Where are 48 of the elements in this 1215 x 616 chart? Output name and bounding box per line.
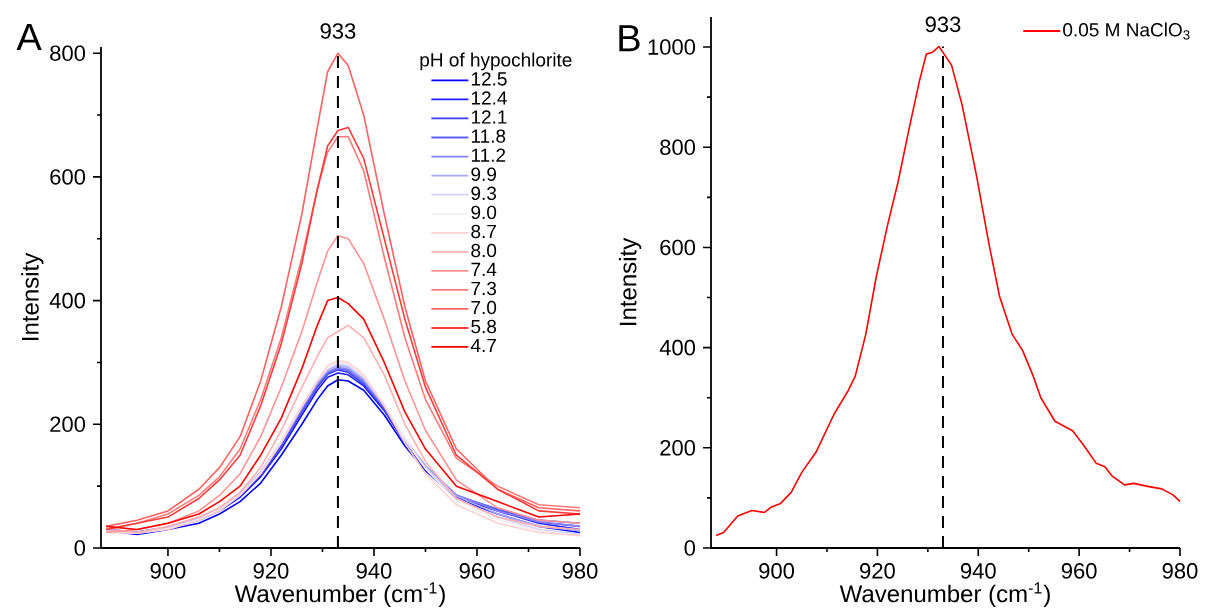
text: B: [619, 25, 640, 52]
legend-label: 7.3: [471, 281, 497, 296]
y-tick-label: 400: [659, 339, 696, 356]
legend-label: 12.1: [471, 110, 507, 124]
legend-label: 11.8: [471, 129, 506, 143]
y-tick-label: 600: [50, 169, 86, 185]
y-tick-label: 800: [50, 45, 86, 61]
x-axis-title: Wavenumber (cm$^{-1}$): [839, 582, 1050, 608]
legend-label: 0.05 M NaClO$_{3}$: [1063, 22, 1190, 40]
y-axis-title: Intensity: [21, 252, 44, 340]
legend-label: 9.0: [471, 205, 497, 220]
legend-title: pH of hypochlorite: [420, 52, 572, 71]
y-tick-label: 600: [660, 239, 696, 256]
legend-label: 4.7: [470, 338, 496, 352]
legend-label: 8.7: [471, 224, 496, 239]
x-tick-label: 940: [356, 563, 392, 579]
legend-label: 8.0: [471, 243, 497, 258]
line-series: [105, 52, 581, 528]
y-tick-label: 0: [684, 540, 696, 556]
text: A: [16, 23, 42, 51]
y-axis-title: Intensity: [618, 237, 642, 325]
x-tick-label: 900: [759, 563, 795, 579]
x-tick-label: 980: [562, 563, 598, 579]
ref-line-label: 933: [925, 16, 961, 33]
y-tick-label: 1000: [648, 39, 696, 55]
x-tick-label: 920: [860, 563, 895, 579]
line-series: [715, 45, 1181, 537]
legend-label: 7.0: [471, 300, 497, 315]
ref-line-label: 933: [320, 23, 356, 39]
x-tick-label: 960: [1061, 563, 1097, 579]
y-tick-label: 800: [660, 139, 696, 156]
legend-label: 9.9: [471, 167, 496, 181]
x-axis-title: Wavenumber (cm$^{-1}$): [234, 582, 445, 608]
x-tick-label: 960: [459, 563, 495, 579]
y-tick-label: 200: [50, 416, 86, 433]
legend-label: 12.4: [471, 91, 507, 105]
legend-label: 11.2: [471, 148, 506, 162]
y-tick-label: 400: [49, 292, 86, 309]
x-tick-label: 940: [960, 563, 996, 579]
x-tick-label: 900: [150, 563, 186, 579]
legend-label: 12.5: [471, 72, 507, 86]
x-tick-label: 980: [1162, 563, 1198, 579]
legend-label: 5.8: [471, 319, 497, 334]
y-tick-label: 200: [660, 440, 696, 456]
x-tick-label: 920: [253, 563, 289, 579]
y-tick-label: 0: [74, 540, 86, 556]
legend-label: 9.3: [471, 186, 497, 201]
legend-label: 7.4: [471, 262, 497, 276]
